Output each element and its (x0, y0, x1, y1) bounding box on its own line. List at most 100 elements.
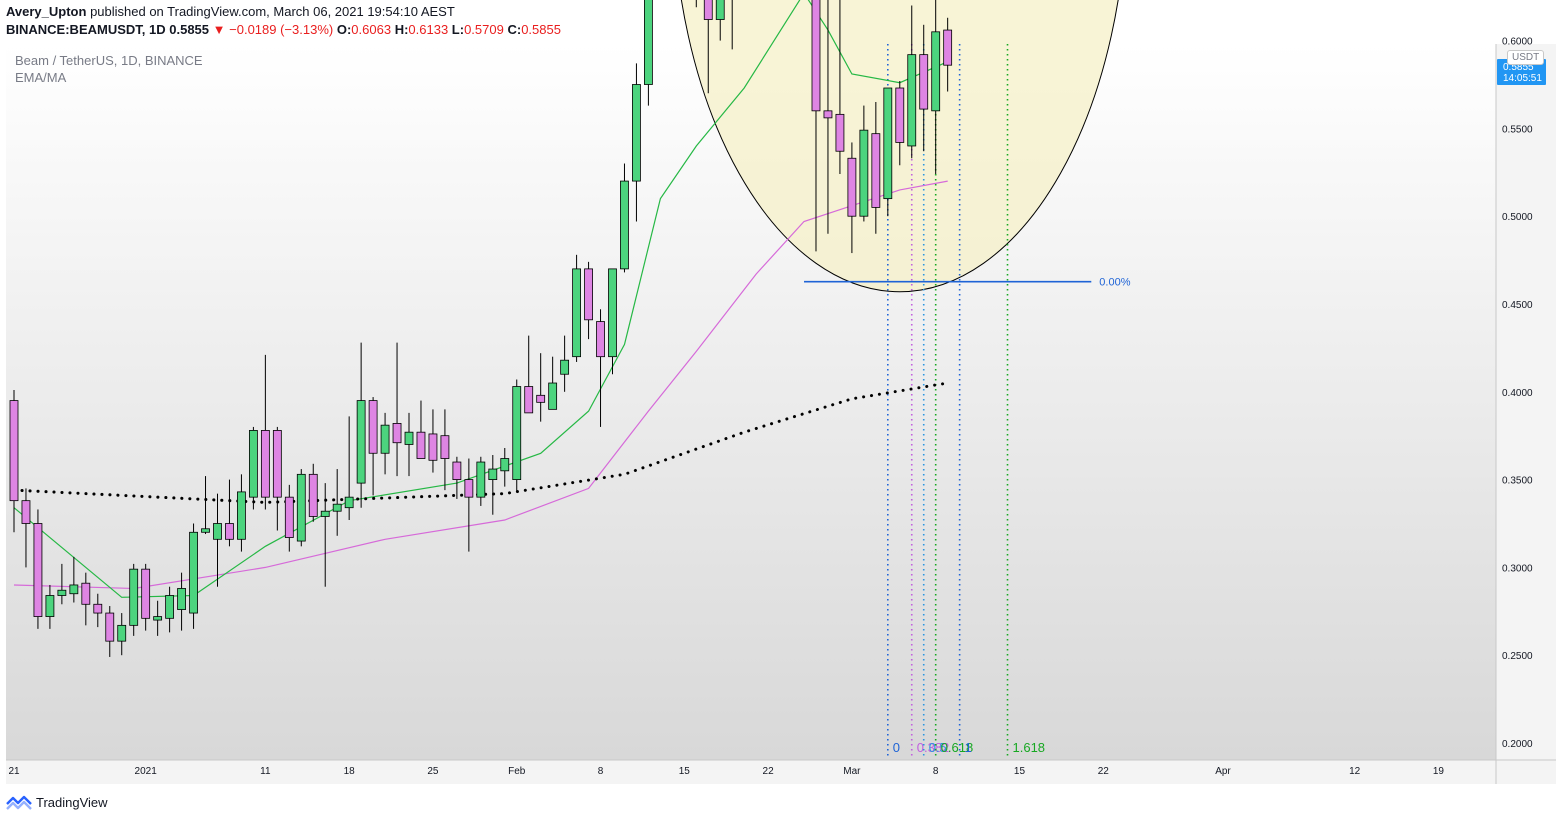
high-label: H: (394, 22, 409, 37)
x-tick-label: Apr (1215, 766, 1231, 777)
published-text: published on TradingView.com, March 06, … (90, 4, 455, 19)
candle-body (117, 624, 127, 642)
candle-body (201, 528, 210, 533)
candle-body (332, 503, 342, 512)
x-tick-label: Mar (843, 766, 861, 777)
candle-body (93, 603, 103, 614)
brand-name: TradingView (36, 794, 108, 810)
candle-body (859, 129, 869, 217)
ema-short-line (13, 0, 948, 598)
candle-body (81, 582, 91, 605)
fib-time-label[interactable]: 1.618 (1013, 740, 1046, 755)
candle-body (931, 31, 941, 112)
candle-body (296, 473, 306, 542)
x-tick-label: 2021 (135, 766, 158, 777)
candle-body (272, 430, 282, 498)
candle-body (368, 400, 378, 454)
candle-body (416, 431, 426, 459)
y-tick-label: 0.2500 (1502, 651, 1533, 662)
candle-body (344, 496, 354, 509)
candle-body (895, 87, 905, 143)
candle-body (620, 180, 629, 270)
candle-body (632, 84, 641, 182)
close-value: 0.5855 (521, 22, 561, 37)
tradingview-logo-icon (6, 795, 32, 810)
candle-body (500, 458, 510, 472)
candle-body (464, 479, 474, 498)
candle-body (584, 268, 593, 321)
candle-body (476, 461, 486, 498)
price-change: −0.0189 (−3.13%) (229, 22, 334, 37)
candle-body (105, 612, 115, 642)
x-tick-label: 22 (763, 766, 775, 777)
last-price-tag (1497, 59, 1546, 86)
x-tick-label: 25 (427, 766, 439, 777)
bar-countdown: 14:05:51 (1503, 73, 1542, 84)
candle-body (308, 473, 318, 517)
fib-time-label[interactable]: 0 (893, 740, 900, 755)
candle-body (57, 589, 67, 596)
x-tick-label: 19 (1433, 766, 1445, 777)
candle-body (320, 510, 330, 517)
candle-body (536, 394, 546, 403)
publish-line: Avery_Upton published on TradingView.com… (6, 4, 455, 19)
price-axis[interactable] (1496, 44, 1556, 760)
x-tick-label: 12 (1349, 766, 1361, 777)
fib-time-label[interactable]: 0.382 (917, 740, 950, 755)
x-tick-label: 22 (1098, 766, 1110, 777)
high-value: 0.6133 (408, 22, 449, 37)
indicator-legend[interactable]: EMA/MA (15, 70, 67, 85)
candle-body (943, 29, 953, 66)
chart-legend-title: Beam / TetherUS, 1D, BINANCE (15, 53, 203, 68)
candle-body (356, 400, 366, 484)
x-tick-label: 8 (933, 766, 939, 777)
fib-level-label: 0.00% (1099, 277, 1130, 289)
candle-body (225, 523, 234, 540)
candle-body (883, 87, 893, 200)
y-tick-label: 0.5000 (1502, 212, 1533, 223)
candle-body (45, 595, 55, 617)
tradingview-brand[interactable]: TradingView (6, 794, 108, 810)
candle-body (524, 386, 534, 414)
candle-body (488, 468, 498, 480)
candle-body (847, 157, 857, 217)
candle-body (153, 616, 163, 621)
fib-time-label[interactable]: 0.5 (929, 740, 947, 755)
x-tick-label: 15 (1014, 766, 1026, 777)
y-tick-label: 0.5500 (1502, 124, 1533, 135)
x-tick-label: 8 (598, 766, 604, 777)
x-tick-label: 21 (8, 766, 20, 777)
candle-body (572, 268, 581, 358)
candle-body (428, 433, 438, 461)
candle-body (248, 430, 258, 498)
fib-time-label[interactable]: 0.618 (941, 740, 974, 755)
candle-body (644, 0, 653, 85)
y-tick-label: 0.3000 (1502, 563, 1533, 574)
candle-body (380, 424, 390, 454)
y-tick-label: 0.3500 (1502, 476, 1533, 487)
open-label: O: (336, 22, 352, 37)
candle-body (141, 568, 151, 619)
candle-body (129, 568, 139, 626)
open-value: 0.6063 (351, 22, 392, 37)
author-name[interactable]: Avery_Upton (6, 4, 87, 19)
candle-body (404, 431, 414, 445)
y-tick-label: 0.4500 (1502, 300, 1533, 311)
candle-body (596, 321, 605, 358)
candle-body (284, 496, 294, 538)
candle-body (548, 382, 558, 410)
candle-body (33, 523, 43, 617)
candle-body (21, 500, 31, 524)
candle-body (9, 400, 19, 502)
time-axis[interactable] (6, 760, 1556, 784)
candle-body (165, 595, 175, 619)
candle-body (907, 54, 917, 147)
currency-label[interactable]: USDT (1507, 50, 1545, 65)
candle-body (811, 0, 821, 112)
candle-body (823, 110, 833, 119)
candle-body (69, 584, 79, 595)
fib-time-label[interactable]: 1 (965, 740, 972, 755)
low-label: L: (451, 22, 465, 37)
candle-body (608, 268, 617, 358)
